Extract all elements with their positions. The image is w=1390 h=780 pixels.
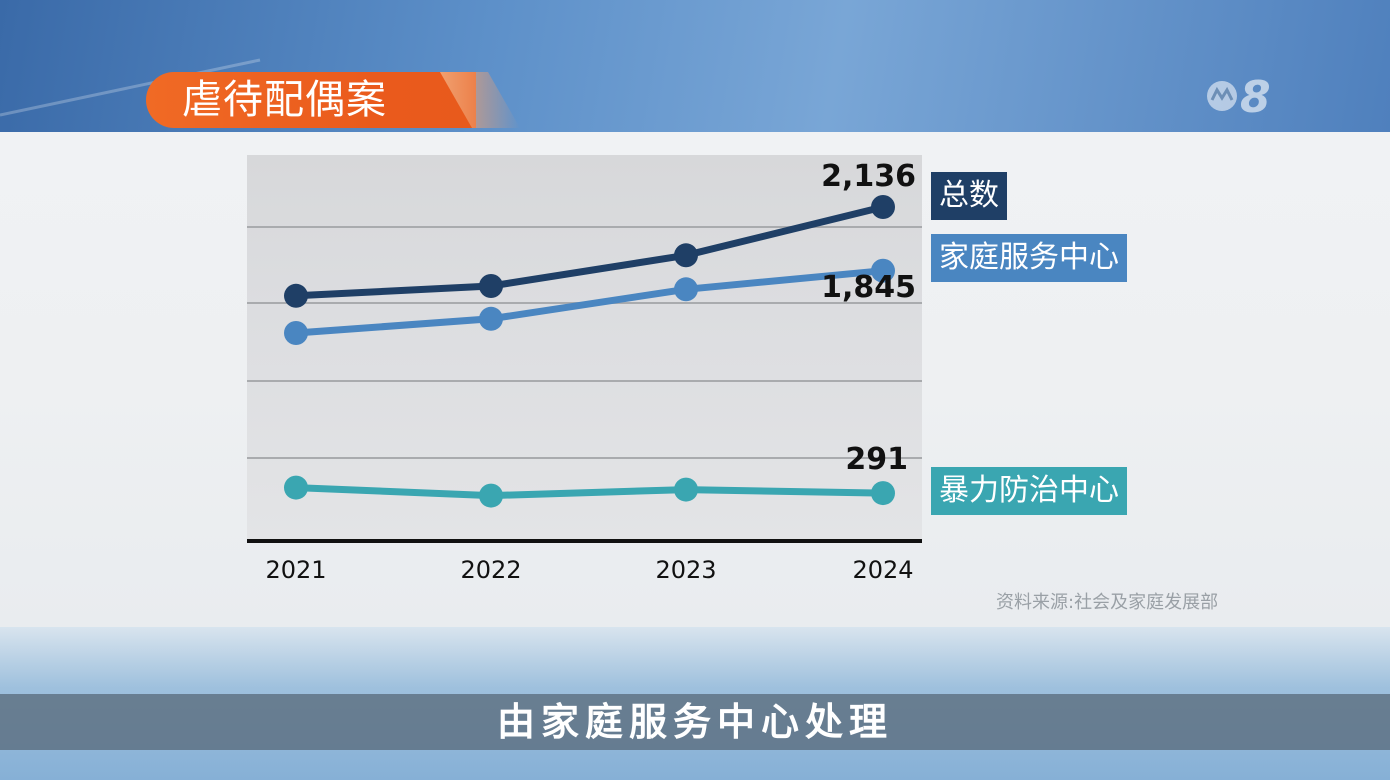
- title-banner: [146, 72, 476, 128]
- subtitle-bar: [0, 694, 1390, 750]
- source-note: 资料来源:社会及家庭发展部: [996, 592, 1219, 613]
- series-violence-prevention-centre: [284, 475, 895, 508]
- series-line: [295, 203, 884, 300]
- legend-family-service-centre: 家庭服务中心: [931, 234, 1127, 282]
- data-point: [674, 277, 698, 302]
- data-point: [871, 195, 895, 219]
- svg-text:8: 8: [1240, 72, 1271, 120]
- series-total: [284, 195, 895, 308]
- chart-title: 虐待配偶案: [182, 77, 387, 123]
- x-axis: 2021 2022 2023 2024: [247, 539, 922, 584]
- x-tick-label: 2022: [460, 556, 521, 584]
- data-point: [871, 481, 895, 506]
- end-value-label: 1,845: [821, 270, 916, 305]
- data-point: [284, 321, 308, 345]
- data-point: [284, 283, 308, 308]
- end-value-label: 2,136: [821, 159, 916, 194]
- data-point: [674, 243, 698, 268]
- data-point: [674, 477, 698, 502]
- data-point: [284, 475, 308, 500]
- data-point: [479, 483, 503, 508]
- gridlines: [247, 226, 922, 459]
- data-labels: 2,136 1,845 291: [821, 159, 916, 477]
- x-tick-label: 2023: [655, 556, 716, 584]
- plot-area: [247, 155, 922, 540]
- series-line: [295, 484, 884, 500]
- data-point: [871, 258, 895, 283]
- x-tick-label: 2021: [265, 556, 326, 584]
- series-layer: [284, 195, 895, 508]
- data-point: [479, 274, 503, 298]
- end-value-label: 291: [845, 442, 908, 477]
- subtitle-caption: 由家庭服务中心处理: [496, 700, 893, 744]
- series-line: [295, 267, 884, 337]
- series-family-service-centre: [284, 258, 895, 345]
- legend-total: 总数: [931, 172, 1007, 220]
- x-tick-label: 2024: [852, 556, 913, 584]
- channel-8-logo-icon: 8: [1207, 72, 1271, 120]
- data-point: [479, 306, 503, 331]
- legend-violence-prevention-centre: 暴力防治中心: [931, 467, 1127, 515]
